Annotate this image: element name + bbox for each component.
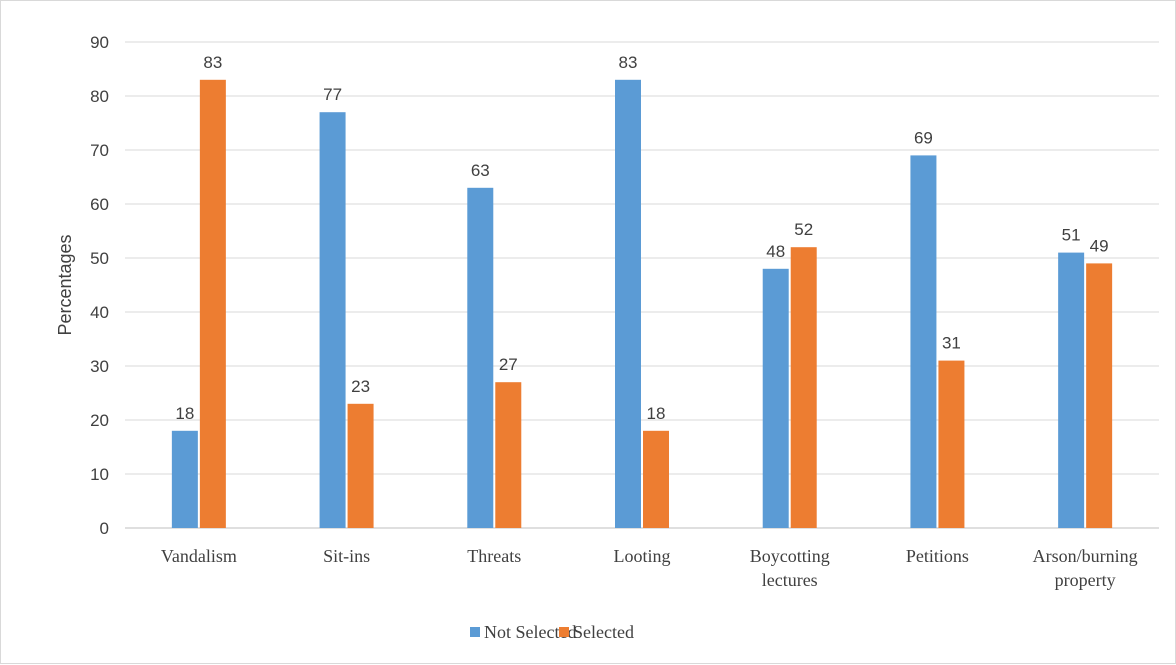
- data-label: 27: [499, 355, 518, 374]
- y-axis-ticks: 0 10 20 30 40 50 60 70 80 90: [90, 33, 109, 538]
- y-tick-label: 80: [90, 87, 109, 106]
- y-tick-label: 0: [100, 519, 109, 538]
- data-label: 18: [175, 404, 194, 423]
- y-tick-label: 90: [90, 33, 109, 52]
- y-tick-label: 20: [90, 411, 109, 430]
- bar-not-selected: [319, 112, 346, 528]
- legend-label: Not Selected: [484, 622, 576, 642]
- y-tick-label: 70: [90, 141, 109, 160]
- data-label: 83: [619, 53, 638, 72]
- data-label: 83: [203, 53, 222, 72]
- legend-swatch: [470, 627, 480, 637]
- x-category-label: Boycotting lectures: [750, 546, 830, 590]
- x-category-label: Petitions: [906, 546, 969, 566]
- y-axis-title: Percentages: [55, 234, 75, 335]
- x-axis-categories: Vandalism Sit-ins Threats Looting Boycotting…: [161, 546, 1138, 590]
- data-label: 77: [323, 85, 342, 104]
- bar-selected: [347, 403, 374, 528]
- bar-selected: [790, 247, 817, 528]
- x-category-label: Vandalism: [161, 546, 237, 566]
- data-label: 52: [794, 220, 813, 239]
- x-category-label: Arson/burning property: [1033, 546, 1138, 590]
- data-label: 51: [1062, 226, 1081, 245]
- bar-selected: [643, 430, 669, 528]
- data-label: 18: [647, 404, 666, 423]
- bar-not-selected: [467, 187, 494, 529]
- bar-not-selected: [615, 79, 641, 529]
- legend-swatch: [559, 627, 569, 637]
- y-tick-label: 50: [90, 249, 109, 268]
- data-label: 48: [766, 242, 785, 261]
- bar-not-selected: [171, 430, 198, 528]
- y-tick-label: 30: [90, 357, 109, 376]
- y-tick-label: 40: [90, 303, 109, 322]
- x-category-label: Looting: [614, 546, 671, 566]
- gridlines: [125, 41, 1159, 529]
- bar-selected: [938, 360, 965, 528]
- y-tick-label: 10: [90, 465, 109, 484]
- bar-not-selected: [1058, 252, 1085, 528]
- bar-selected: [199, 79, 226, 529]
- y-tick-label: 60: [90, 195, 109, 214]
- data-label: 31: [942, 334, 961, 353]
- data-label: 49: [1090, 236, 1109, 255]
- data-label: 23: [351, 377, 370, 396]
- data-labels: 18 77 63 83 48 69 51 83 23 27 18 52 31 49: [175, 53, 1108, 423]
- x-category-label: Sit-ins: [323, 546, 370, 566]
- bar-not-selected: [762, 268, 789, 528]
- legend-label: Selected: [573, 622, 634, 642]
- bar-selected: [495, 382, 522, 528]
- data-label: 69: [914, 128, 933, 147]
- bar-selected: [1086, 263, 1113, 528]
- bars: [171, 79, 1113, 529]
- x-category-label: Threats: [467, 546, 521, 566]
- bar-not-selected: [910, 155, 937, 528]
- data-label: 63: [471, 161, 490, 180]
